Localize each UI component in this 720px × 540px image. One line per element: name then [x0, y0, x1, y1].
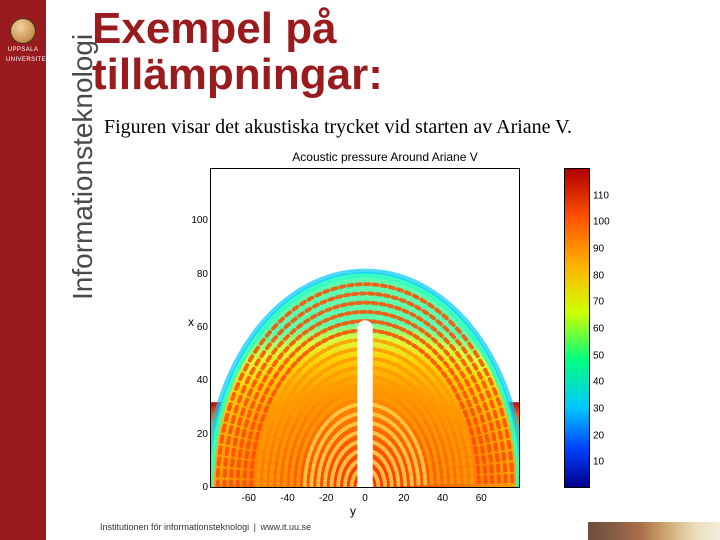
title-line-1: Exempel på: [92, 4, 337, 53]
x-tick: 60: [178, 322, 208, 333]
figure: Acoustic pressure Around Ariane V x y 10…: [150, 150, 620, 510]
colorbar-tick: 20: [593, 430, 604, 441]
colorbar: 102030405060708090100110: [564, 168, 590, 488]
colorbar-tick: 40: [593, 377, 604, 388]
colorbar-tick: 30: [593, 404, 604, 415]
y-tick: -60: [242, 493, 256, 504]
plot-title: Acoustic pressure Around Ariane V: [292, 150, 477, 164]
plot-svg: [211, 169, 519, 487]
y-tick: 0: [362, 493, 368, 504]
logo-text-1: UPPSALA: [6, 47, 40, 54]
colorbar-tick: 50: [593, 350, 604, 361]
x-tick: 40: [178, 375, 208, 386]
colorbar-tick: 70: [593, 297, 604, 308]
footer: Institutionen för informationsteknologi …: [100, 522, 311, 532]
figure-caption: Figuren visar det akustiska trycket vid …: [104, 116, 572, 139]
y-tick: 60: [476, 493, 487, 504]
y-tick: 40: [437, 493, 448, 504]
title-line-2: tillämpningar:: [92, 50, 383, 99]
decorative-bottom-strip: [588, 522, 720, 540]
colorbar-tick: 60: [593, 324, 604, 335]
y-tick: -20: [319, 493, 333, 504]
x-tick: 20: [178, 429, 208, 440]
footer-sep: |: [254, 522, 256, 532]
x-tick: 0: [178, 482, 208, 493]
logo-text-2: UNIVERSITET: [6, 57, 40, 64]
colorbar-tick: 10: [593, 457, 604, 468]
brand-sidebar: UPPSALA UNIVERSITET: [0, 0, 46, 540]
slide-title: Exempel på tillämpningar:: [92, 6, 383, 98]
x-tick: 80: [178, 269, 208, 280]
logo-seal-icon: [10, 18, 36, 44]
colorbar-tick: 90: [593, 244, 604, 255]
footer-url: www.it.uu.se: [260, 522, 311, 532]
y-tick: -40: [280, 493, 294, 504]
colorbar-tick: 80: [593, 270, 604, 281]
university-logo: UPPSALA UNIVERSITET: [6, 18, 40, 63]
colorbar-tick: 110: [593, 190, 609, 201]
y-axis-label: y: [350, 504, 356, 518]
x-tick: 100: [178, 215, 208, 226]
footer-dept: Institutionen för informationsteknologi: [100, 522, 249, 532]
plot-box: [210, 168, 520, 488]
colorbar-tick: 100: [593, 217, 610, 228]
y-tick: 20: [398, 493, 409, 504]
